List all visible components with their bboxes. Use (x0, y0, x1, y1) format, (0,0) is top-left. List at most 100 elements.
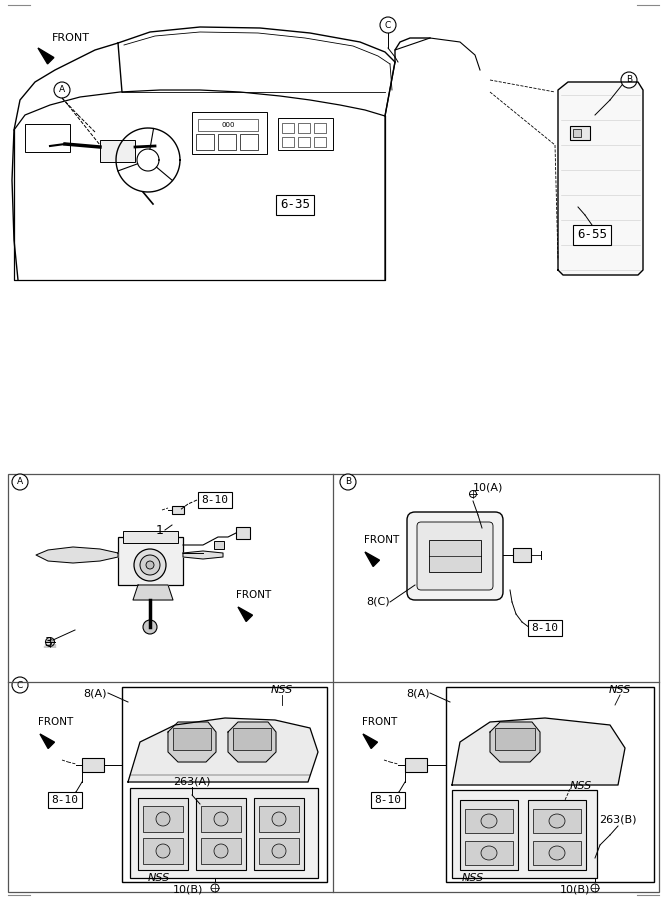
Text: 6-55: 6-55 (577, 229, 607, 241)
Circle shape (54, 82, 70, 98)
Bar (278, 118, 333, 150)
Bar (465, 809, 513, 833)
Polygon shape (558, 82, 643, 275)
Polygon shape (133, 585, 173, 600)
Ellipse shape (140, 555, 160, 575)
Bar (570, 126, 590, 140)
Text: 8-10: 8-10 (51, 795, 79, 805)
Ellipse shape (143, 620, 157, 634)
Polygon shape (168, 722, 216, 762)
Bar (198, 119, 258, 131)
Text: 000: 000 (221, 122, 235, 128)
Text: A: A (59, 86, 65, 94)
Text: C: C (385, 21, 391, 30)
Polygon shape (363, 734, 378, 749)
Text: 1: 1 (156, 524, 164, 536)
Ellipse shape (156, 844, 170, 858)
Text: 8-10: 8-10 (532, 623, 558, 633)
Bar (446, 687, 654, 882)
Bar (240, 134, 258, 150)
Ellipse shape (549, 846, 565, 860)
Bar (236, 527, 250, 539)
Bar (82, 758, 104, 772)
Bar (118, 537, 183, 585)
Bar (100, 140, 135, 162)
Ellipse shape (211, 884, 219, 892)
Bar (143, 838, 183, 864)
Text: FRONT: FRONT (39, 717, 73, 727)
Bar (25, 124, 70, 152)
Bar (259, 806, 299, 832)
FancyBboxPatch shape (417, 522, 493, 590)
Bar (201, 806, 241, 832)
Polygon shape (36, 547, 118, 563)
Bar (143, 806, 183, 832)
Ellipse shape (481, 846, 497, 860)
Text: 8(C): 8(C) (366, 597, 390, 607)
Bar (130, 788, 318, 878)
Text: A: A (17, 478, 23, 487)
Bar (513, 548, 531, 562)
Circle shape (621, 72, 637, 88)
Ellipse shape (272, 812, 286, 826)
Polygon shape (452, 718, 625, 785)
Polygon shape (228, 722, 276, 762)
Text: 8(A): 8(A) (406, 688, 430, 698)
Text: FRONT: FRONT (362, 717, 398, 727)
Text: 6-35: 6-35 (280, 199, 310, 212)
Circle shape (340, 474, 356, 490)
Text: B: B (345, 478, 351, 487)
Ellipse shape (214, 812, 228, 826)
Bar (201, 838, 241, 864)
Bar (282, 137, 294, 147)
Text: FRONT: FRONT (236, 590, 271, 600)
Circle shape (380, 17, 396, 33)
Ellipse shape (470, 491, 476, 498)
Bar (214, 541, 224, 549)
Bar (460, 800, 518, 870)
Bar (196, 798, 246, 870)
Text: 10(A): 10(A) (473, 483, 503, 493)
Polygon shape (183, 551, 223, 559)
Text: 8-10: 8-10 (201, 495, 229, 505)
Ellipse shape (272, 844, 286, 858)
Text: 10(B): 10(B) (173, 885, 203, 895)
Bar (122, 687, 327, 882)
Ellipse shape (134, 549, 166, 581)
Polygon shape (238, 607, 253, 622)
Bar (533, 809, 581, 833)
Ellipse shape (146, 561, 154, 569)
Text: NSS: NSS (570, 781, 592, 791)
Bar (314, 137, 326, 147)
Circle shape (12, 677, 28, 693)
Polygon shape (490, 722, 540, 762)
Text: 263(A): 263(A) (173, 777, 211, 787)
Bar (452, 790, 597, 878)
Text: NSS: NSS (271, 685, 293, 695)
Bar (465, 841, 513, 865)
Bar (495, 728, 535, 750)
Bar (429, 540, 481, 572)
Text: NSS: NSS (462, 873, 484, 883)
Text: 10(B): 10(B) (560, 885, 590, 895)
Text: 263(B): 263(B) (599, 815, 637, 825)
Bar (533, 841, 581, 865)
Text: 8(A): 8(A) (83, 688, 107, 698)
Ellipse shape (45, 637, 55, 646)
Text: FRONT: FRONT (364, 535, 400, 545)
Ellipse shape (481, 814, 497, 828)
Ellipse shape (549, 814, 565, 828)
Polygon shape (128, 718, 318, 782)
Ellipse shape (156, 812, 170, 826)
Bar (172, 506, 184, 514)
Ellipse shape (214, 844, 228, 858)
Bar (173, 728, 211, 750)
Polygon shape (38, 48, 54, 64)
Polygon shape (40, 734, 55, 749)
Polygon shape (365, 552, 380, 566)
FancyBboxPatch shape (407, 512, 503, 600)
Bar (259, 838, 299, 864)
Bar (192, 112, 267, 154)
Bar (573, 129, 581, 137)
Bar (8, 474, 659, 892)
